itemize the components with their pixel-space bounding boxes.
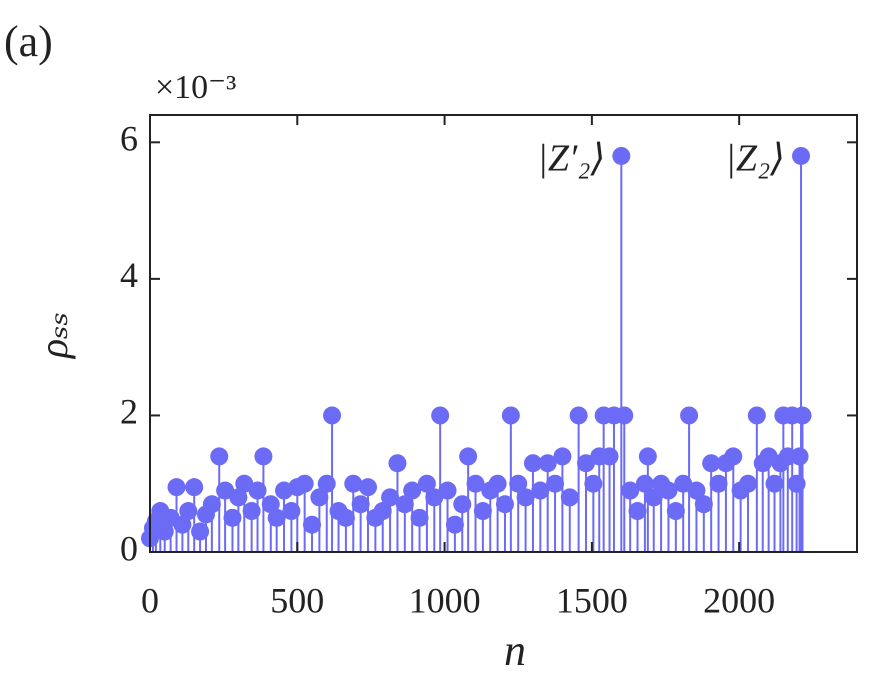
marker [600,447,619,466]
marker [358,478,377,497]
marker [373,502,392,521]
marker [724,447,743,466]
x-tick-label: 2000 [703,580,775,620]
y-tick-label: 2 [120,392,138,432]
marker [403,481,422,500]
marker [687,481,706,500]
marker [666,502,685,521]
marker [229,488,248,507]
marker [295,474,314,493]
marker [459,447,478,466]
marker [202,495,221,514]
marker [628,502,647,521]
marker [787,474,806,493]
marker [615,406,634,425]
x-tick-label: 0 [141,580,159,620]
marker [659,481,678,500]
marker [739,474,758,493]
marker [344,474,363,493]
marker [310,488,329,507]
marker [644,488,663,507]
marker [336,508,355,527]
marker [792,146,811,165]
y-tick-label: 6 [120,119,138,159]
marker [155,522,174,541]
marker [438,481,457,500]
marker [235,474,254,493]
marker [694,495,713,514]
marker [317,474,336,493]
marker [242,502,261,521]
marker [702,454,721,473]
marker [303,515,322,534]
marker [747,406,766,425]
marker [680,406,699,425]
marker [254,447,273,466]
marker [546,474,565,493]
marker [635,474,654,493]
marker [553,447,572,466]
marker [638,447,657,466]
x-tick-label: 1500 [556,580,628,620]
marker [185,478,204,497]
marker [453,495,472,514]
marker [351,495,370,514]
marker [282,502,301,521]
marker [248,481,267,500]
marker [388,454,407,473]
marker [674,474,693,493]
marker [395,495,414,514]
y-axis-label: ρₛₛ [31,312,76,360]
marker [473,502,492,521]
marker [323,406,342,425]
marker [179,502,198,521]
marker [495,495,514,514]
marker [445,515,464,534]
marker [417,474,436,493]
marker [560,488,579,507]
marker [612,146,631,165]
marker [516,488,535,507]
annotation: |Z₂⟩ [725,138,785,180]
marker [167,478,186,497]
marker [523,454,542,473]
annotation: |Z′₂⟩ [537,138,605,180]
marker [531,481,550,500]
y-multiplier: ×10⁻³ [155,69,236,106]
marker [488,474,507,493]
y-tick-label: 4 [120,255,138,295]
y-tick-label: 0 [120,528,138,568]
x-axis-label: n [504,626,526,675]
x-tick-label: 1000 [409,580,481,620]
marker [425,488,444,507]
marker [584,474,603,493]
marker [569,406,588,425]
marker [621,481,640,500]
marker [210,447,229,466]
plot-frame [149,114,858,553]
marker [501,406,520,425]
panel-label: (a) [4,17,53,66]
marker [261,495,280,514]
marker [709,474,728,493]
marker [173,515,192,534]
marker [765,474,784,493]
marker [576,454,595,473]
marker [793,406,812,425]
marker [466,474,485,493]
marker [509,474,528,493]
marker [216,481,235,500]
marker [223,508,242,527]
marker [191,522,210,541]
marker [790,447,809,466]
marker [431,406,450,425]
marker [538,454,557,473]
marker [381,488,400,507]
marker [410,508,429,527]
x-tick-label: 500 [270,580,324,620]
marker [267,508,286,527]
